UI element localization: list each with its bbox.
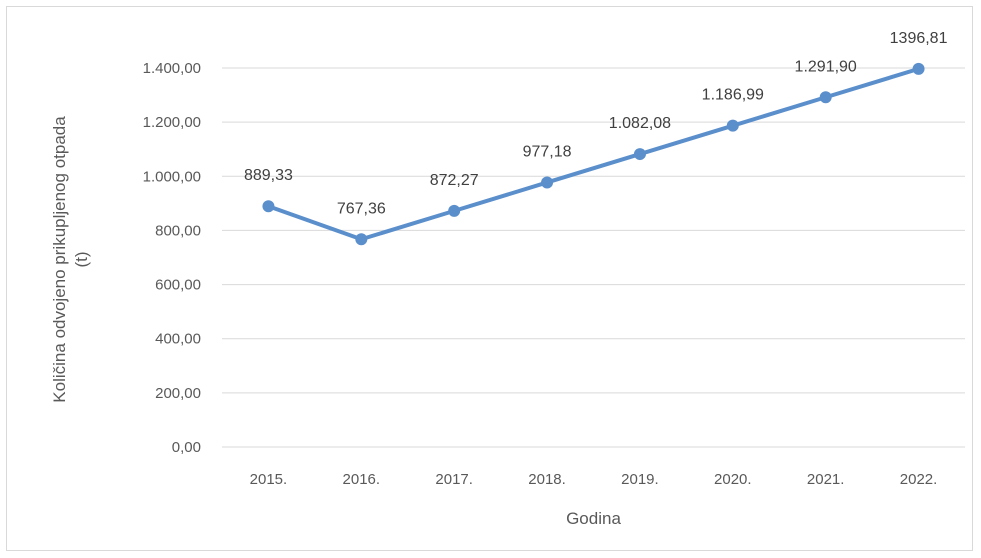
- x-tick-label: 2021.: [807, 471, 845, 488]
- y-axis-title: Količina odvojeno prikupljenog otpada (t): [50, 116, 91, 403]
- data-point: [448, 204, 461, 217]
- y-tick-label: 0,00: [172, 439, 201, 456]
- y-tick-label: 1.400,00: [143, 60, 201, 77]
- x-tick-label: 2015.: [250, 471, 288, 488]
- x-tick-label: 2018.: [528, 471, 566, 488]
- gridlines: [222, 67, 965, 448]
- x-axis-title: Godina: [566, 509, 621, 528]
- y-tick-label: 1.200,00: [143, 114, 201, 131]
- data-point: [726, 119, 739, 132]
- data-label: 1396,81: [890, 30, 948, 47]
- data-point: [912, 62, 925, 75]
- data-label: 889,33: [244, 167, 293, 184]
- y-tick-label: 1.000,00: [143, 168, 201, 185]
- x-tick-label: 2020.: [714, 471, 752, 488]
- y-axis-title-line: Količina odvojeno prikupljenog otpada: [50, 116, 69, 403]
- data-label: 872,27: [430, 172, 479, 189]
- y-axis-title-line: (t): [72, 251, 91, 267]
- x-axis-ticks: 2015. 2016. 2017. 2018. 2019. 2020. 2021. 2022.: [250, 471, 938, 488]
- y-tick-label: 600,00: [155, 277, 201, 294]
- x-tick-label: 2016.: [343, 471, 381, 488]
- series-line: [266, 66, 921, 242]
- y-tick-label: 200,00: [155, 385, 201, 402]
- x-tick-label: 2022.: [900, 471, 938, 488]
- data-point: [262, 200, 275, 213]
- y-tick-label: 800,00: [155, 222, 201, 239]
- x-tick-label: 2017.: [435, 471, 473, 488]
- data-label: 767,36: [337, 200, 386, 217]
- y-axis-ticks: 0,00 200,00 400,00 600,00 800,00 1.000,00 1.20…: [143, 60, 201, 456]
- data-label: 977,18: [523, 143, 572, 160]
- y-tick-label: 400,00: [155, 331, 201, 348]
- data-labels: 889,33 767,36 872,27 977,18 1.082,08 1.186,99…: [244, 30, 948, 217]
- data-point: [633, 148, 646, 161]
- data-point: [355, 233, 368, 246]
- data-point: [819, 91, 832, 104]
- x-tick-label: 2019.: [621, 471, 659, 488]
- data-label: 1.082,08: [609, 115, 671, 132]
- chart-frame: [6, 6, 973, 551]
- data-label: 1.186,99: [702, 87, 764, 104]
- data-point: [541, 176, 554, 189]
- data-label: 1.291,90: [795, 58, 857, 75]
- series-group: [262, 62, 925, 246]
